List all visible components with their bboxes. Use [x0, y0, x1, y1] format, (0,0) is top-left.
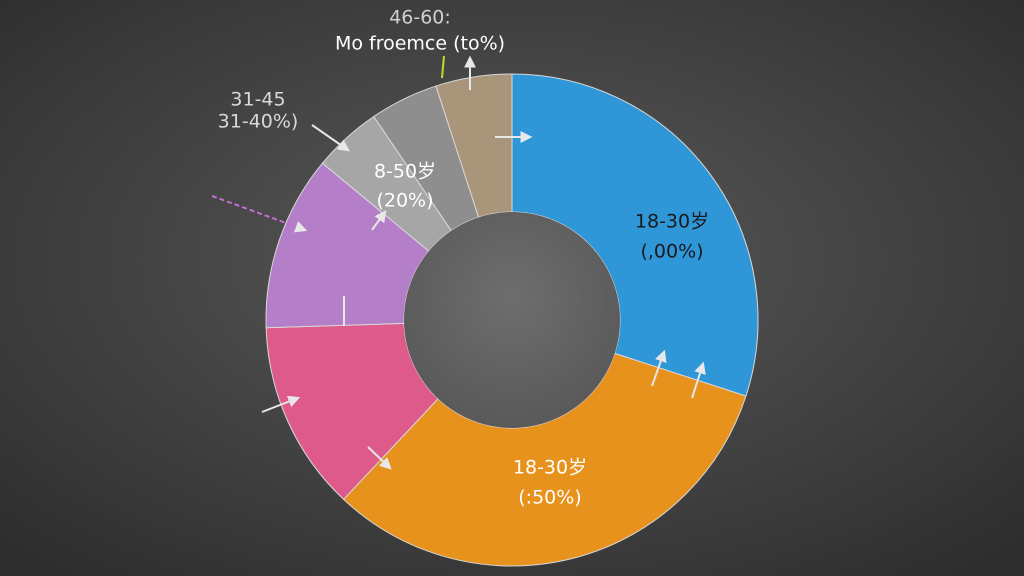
arrow	[371, 210, 387, 231]
annotation: 18-30岁	[513, 457, 587, 479]
annotation: Mo froemce (to%)	[335, 33, 505, 55]
arrow	[691, 361, 706, 399]
annotation: 46-60:	[389, 7, 451, 29]
arrow	[311, 124, 350, 152]
donut-hole	[404, 212, 620, 428]
leader-line	[441, 55, 445, 79]
annotation: (20%)	[376, 190, 433, 212]
annotation: (:50%)	[518, 487, 581, 509]
arrow	[261, 395, 301, 413]
slices	[265, 73, 759, 567]
annotation: (,00%)	[640, 241, 703, 263]
annotation: 8-50岁	[374, 161, 436, 183]
annotation: 18-30岁	[635, 211, 709, 233]
annotation: 31-45	[230, 89, 285, 111]
arrow	[651, 349, 667, 387]
arrows	[211, 55, 706, 470]
arrow	[211, 195, 308, 233]
arrow	[367, 446, 392, 470]
annotation: 31-40%)	[218, 111, 299, 133]
